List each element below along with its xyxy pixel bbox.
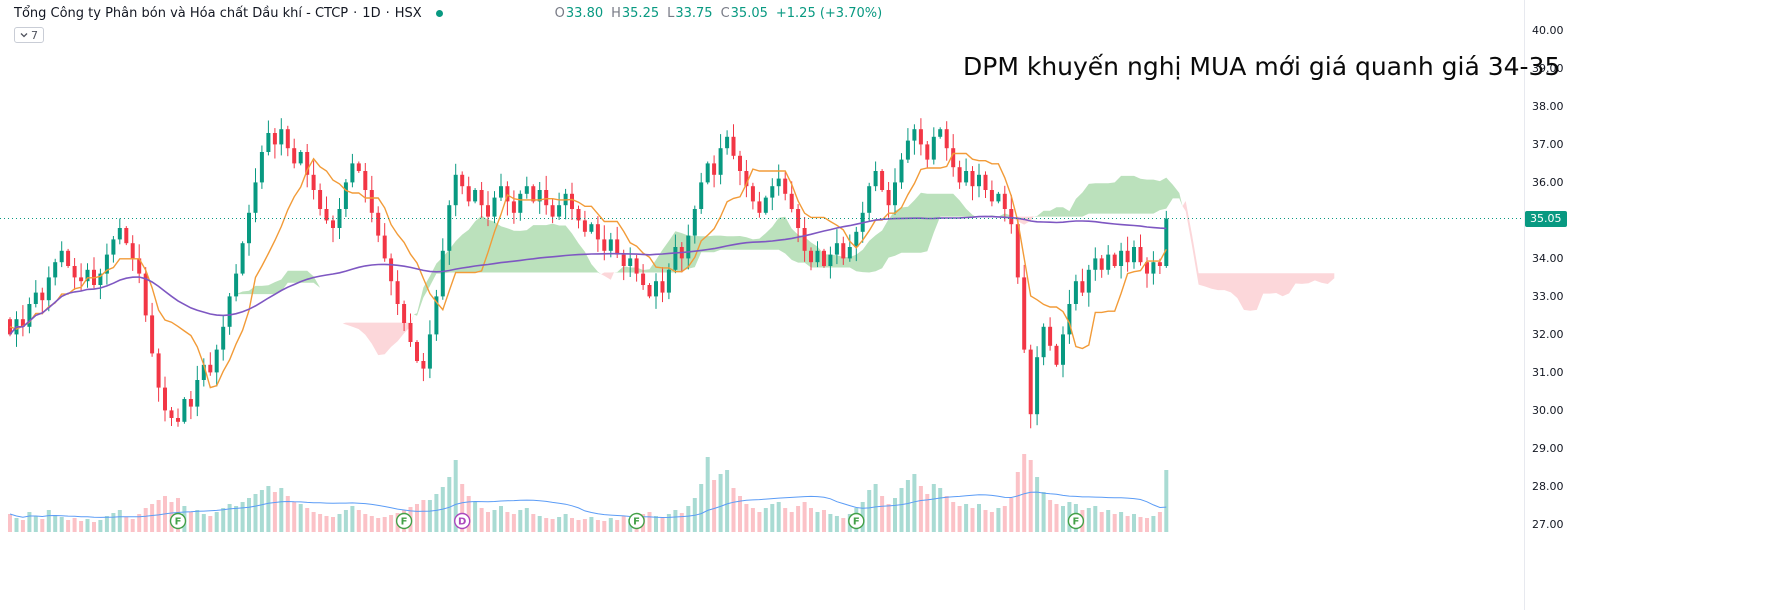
- ohlc-high: H35.25: [611, 6, 659, 21]
- exchange[interactable]: HSX: [394, 6, 422, 21]
- price-tick-label: 38.00: [1532, 100, 1564, 114]
- chevron-down-icon: [20, 33, 28, 38]
- svg-text:F: F: [175, 517, 182, 528]
- price-tick-label: 40.00: [1532, 24, 1564, 38]
- open-label: O: [554, 6, 565, 21]
- svg-text:F: F: [401, 517, 408, 528]
- indicators-toggle[interactable]: 7: [14, 27, 44, 43]
- close-value: 35.05: [730, 6, 768, 21]
- legend-separator: ·: [353, 6, 358, 21]
- event-marker-f[interactable]: F: [848, 512, 865, 530]
- candles: [8, 118, 1169, 429]
- price-tick-label: 28.00: [1532, 480, 1564, 494]
- price-tick-label: 31.00: [1532, 366, 1564, 380]
- market-status-icon: [435, 10, 443, 17]
- ohlc-close: C35.05: [721, 6, 768, 21]
- last-price-badge: 35.05: [1525, 210, 1567, 227]
- svg-text:F: F: [1072, 517, 1079, 528]
- timeframe[interactable]: 1D: [362, 6, 381, 21]
- price-chart-canvas[interactable]: F F F F FD: [0, 0, 1524, 610]
- price-tick-label: 33.00: [1532, 290, 1564, 304]
- symbol-title[interactable]: Tổng Công ty Phân bón và Hóa chất Dầu kh…: [14, 6, 349, 21]
- low-value: 33.75: [675, 6, 713, 21]
- ohlc-low: L33.75: [667, 6, 712, 21]
- price-tick-label: 29.00: [1532, 442, 1564, 456]
- event-marker-f[interactable]: F: [395, 512, 413, 530]
- high-value: 35.25: [621, 6, 660, 21]
- svg-text:D: D: [458, 517, 466, 528]
- volume-ma-line: [9, 491, 1167, 519]
- price-tick-label: 34.00: [1532, 252, 1564, 266]
- event-marker-f[interactable]: F: [169, 512, 187, 530]
- svg-text:F: F: [633, 517, 640, 528]
- price-tick-label: 37.00: [1532, 138, 1564, 152]
- ohlc-values: O33.80 H35.25 L33.75 C35.05 +1.25 (+3.70…: [555, 6, 883, 21]
- high-label: H: [611, 6, 621, 21]
- slow-ma-line: [9, 215, 1167, 335]
- chart-legend: Tổng Công ty Phân bón và Hóa chất Dầu kh…: [14, 6, 882, 21]
- price-tick-label: 27.00: [1532, 518, 1564, 532]
- chart-annotation[interactable]: DPM khuyến nghị MUA mới giá quanh giá 34…: [963, 52, 1561, 81]
- svg-text:F: F: [853, 517, 860, 528]
- conversion-line: [9, 152, 1167, 389]
- change-value: +1.25 (+3.70%): [775, 6, 883, 21]
- price-tick-label: 39.00: [1532, 62, 1564, 76]
- event-marker-d[interactable]: D: [454, 512, 471, 530]
- open-value: 33.80: [565, 6, 604, 21]
- price-tick-label: 32.00: [1532, 328, 1564, 342]
- indicator-count: 7: [31, 28, 38, 42]
- ichimoku-cloud: [178, 175, 1335, 356]
- low-label: L: [667, 6, 675, 21]
- ohlc-open: O33.80: [555, 6, 603, 21]
- legend-separator: ·: [385, 6, 390, 21]
- price-tick-label: 30.00: [1532, 404, 1564, 418]
- event-marker-f[interactable]: F: [628, 512, 645, 530]
- price-tick-label: 36.00: [1532, 176, 1564, 190]
- price-axis[interactable]: 40.0039.0038.0037.0036.0035.0034.0033.00…: [1524, 0, 1580, 610]
- event-marker-f[interactable]: F: [1067, 512, 1085, 530]
- close-label: C: [720, 6, 730, 21]
